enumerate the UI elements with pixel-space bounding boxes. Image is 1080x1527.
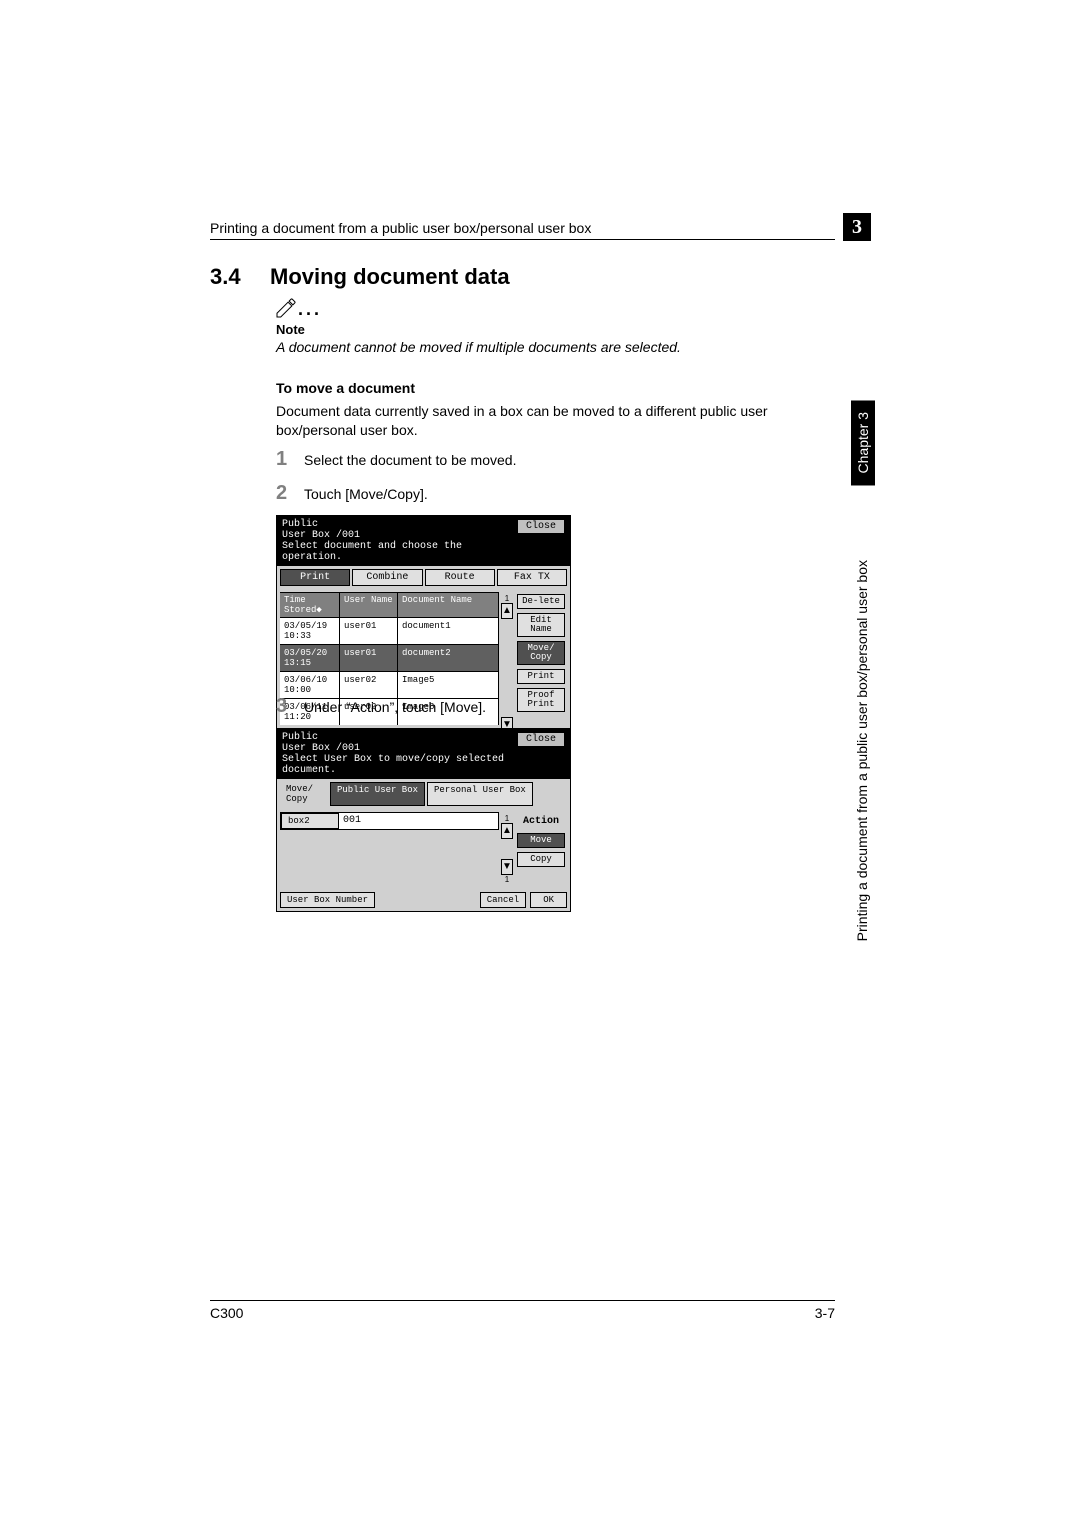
tab-route[interactable]: Route <box>425 569 495 586</box>
cell-doc: document1 <box>398 618 499 644</box>
tab-personal-box[interactable]: Personal User Box <box>427 782 533 806</box>
screen-body-2: box2 001 1 ▲ ▼ 1 Action Move Copy <box>277 809 570 889</box>
step-number: 1 <box>276 448 304 471</box>
table-area: Time Stored◆ User Name Document Name 03/… <box>280 592 499 744</box>
step-number: 3 <box>276 695 304 718</box>
table-header: Time Stored◆ User Name Document Name <box>280 592 499 617</box>
screenshot-2: Public User Box /001 Select User Box to … <box>276 728 571 912</box>
cancel-button[interactable]: Cancel <box>480 892 526 908</box>
step-text: Under “Action”, touch [Move]. <box>304 695 486 718</box>
step-1: 1 Select the document to be moved. <box>276 448 831 471</box>
footer-page-number: 3-7 <box>815 1305 835 1321</box>
step-number: 2 <box>276 482 304 505</box>
section-heading: Moving document data <box>270 264 510 289</box>
chapter-number-box: 3 <box>843 213 871 241</box>
note-dots: ... <box>298 299 322 319</box>
cell-time: 03/05/20 13:15 <box>280 645 340 671</box>
close-button[interactable]: Close <box>517 519 565 534</box>
move-button[interactable]: Move <box>517 833 565 848</box>
table-row[interactable]: 03/06/10 10:00 user02 Image5 <box>280 671 499 698</box>
section-title: 3.4Moving document data <box>210 264 510 290</box>
tab-combine[interactable]: Combine <box>352 569 422 586</box>
sort-icon: ◆ <box>316 605 326 615</box>
scroll-pos: 1 <box>501 814 513 823</box>
subsection-title: To move a document <box>276 380 415 396</box>
screen-body: Time Stored◆ User Name Document Name 03/… <box>277 589 570 747</box>
box-item[interactable]: box2 <box>281 813 339 829</box>
cell-user: user01 <box>340 618 398 644</box>
screen-header: Public User Box /001 Select document and… <box>277 516 570 566</box>
screen-header-sub: Select User Box to move/copy selected do… <box>282 754 504 776</box>
scroll-up-button[interactable]: ▲ <box>501 823 513 839</box>
copy-button[interactable]: Copy <box>517 852 565 867</box>
table-row-selected[interactable]: 03/05/20 13:15 user01 document2 <box>280 644 499 671</box>
col-doc[interactable]: Document Name <box>398 593 499 617</box>
footer-model: C300 <box>210 1305 243 1321</box>
box-id-field[interactable]: 001 <box>339 813 498 829</box>
screen-header: Public User Box /001 Select User Box to … <box>277 729 570 779</box>
tab-row: Print Combine Route Fax TX <box>277 566 570 589</box>
action-heading: Action <box>517 814 565 829</box>
section-number: 3.4 <box>210 264 270 290</box>
note-label: Note <box>276 322 681 337</box>
action-column: Action Move Copy <box>515 812 567 886</box>
edit-name-button[interactable]: Edit Name <box>517 613 565 637</box>
step-2: 2 Touch [Move/Copy]. <box>276 482 831 505</box>
intro-paragraph: Document data currently saved in a box c… <box>276 402 831 440</box>
note-section: ... Note A document cannot be moved if m… <box>274 296 681 355</box>
table-row[interactable]: 03/05/19 10:33 user01 document1 <box>280 617 499 644</box>
move-copy-label: Move/ Copy <box>280 782 328 806</box>
col-user[interactable]: User Name <box>340 593 398 617</box>
tab-faxtx[interactable]: Fax TX <box>497 569 567 586</box>
col-time[interactable]: Time Stored◆ <box>280 593 340 617</box>
close-button[interactable]: Close <box>517 732 565 747</box>
cell-user: user01 <box>340 645 398 671</box>
side-chapter-tab: Chapter 3 <box>851 400 875 485</box>
ok-button[interactable]: OK <box>530 892 567 908</box>
scroll-max: 1 <box>501 875 513 884</box>
page-header: Printing a document from a public user b… <box>210 220 835 240</box>
cell-doc: document2 <box>398 645 499 671</box>
screen-header-line2: User Box /001 <box>282 530 360 541</box>
step-3: 3 Under “Action”, touch [Move]. <box>276 695 831 718</box>
delete-button[interactable]: De-lete <box>517 594 565 609</box>
bottom-row-2: User Box Number Cancel OK <box>277 889 570 911</box>
screen-header-line2: User Box /001 <box>282 743 360 754</box>
scroll-pos: 1 <box>501 594 513 603</box>
userbox-number-button[interactable]: User Box Number <box>280 892 375 908</box>
action-column: De-lete Edit Name Move/ Copy Print Proof… <box>515 592 567 744</box>
pencil-icon <box>274 296 298 320</box>
screen-header-line1: Public <box>282 519 318 530</box>
page-footer: C300 3-7 <box>210 1300 835 1321</box>
screen-header-sub: Select document and choose the operation… <box>282 541 462 563</box>
header-title: Printing a document from a public user b… <box>210 220 591 236</box>
scroll-up-button[interactable]: ▲ <box>501 603 513 619</box>
side-title: Printing a document from a public user b… <box>854 560 870 941</box>
step-text: Touch [Move/Copy]. <box>304 482 428 505</box>
step-text: Select the document to be moved. <box>304 448 516 471</box>
tab-row-2: Move/ Copy Public User Box Personal User… <box>277 779 570 809</box>
scroll-column: 1 ▲ ▼ 1 <box>499 812 515 886</box>
scroll-column: 1 ▲ ▼ 1 <box>499 592 515 744</box>
screen-header-line1: Public <box>282 732 318 743</box>
note-text: A document cannot be moved if multiple d… <box>276 339 681 355</box>
move-copy-button[interactable]: Move/ Copy <box>517 641 565 665</box>
tab-print[interactable]: Print <box>280 569 350 586</box>
scroll-down-button[interactable]: ▼ <box>501 859 513 875</box>
tab-public-box[interactable]: Public User Box <box>330 782 425 806</box>
print-button[interactable]: Print <box>517 669 565 684</box>
box-list: box2 001 <box>280 812 499 886</box>
cell-time: 03/05/19 10:33 <box>280 618 340 644</box>
